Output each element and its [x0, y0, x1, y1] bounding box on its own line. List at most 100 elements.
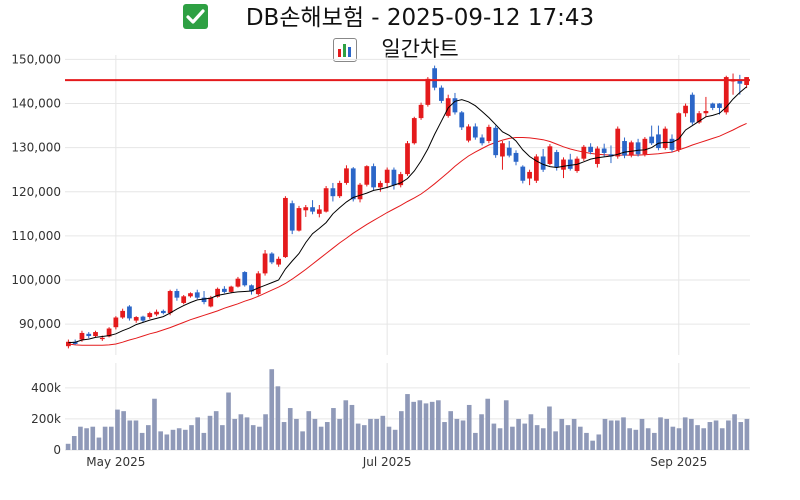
candle — [493, 125, 499, 158]
volume-bar — [232, 418, 238, 450]
volume-bar — [176, 428, 182, 450]
candle — [710, 102, 716, 111]
candle — [615, 126, 621, 159]
candle-body — [554, 152, 560, 168]
volume-bar — [331, 408, 336, 450]
candle-body — [567, 159, 573, 169]
candle-body — [350, 168, 356, 200]
candle-body — [513, 152, 519, 162]
candle-body — [595, 148, 600, 164]
volume-bar — [577, 426, 583, 450]
candle-body — [418, 104, 424, 119]
chart-title: DB손해보험 - 2025-09-12 17:43 — [246, 5, 594, 31]
volume-bar — [633, 429, 639, 450]
candle-body — [479, 137, 485, 144]
volume-bar — [608, 420, 614, 450]
title-check-icon — [183, 4, 208, 29]
chart-subtitle: 일간차트 — [381, 37, 458, 61]
volume-bar — [738, 422, 744, 450]
candle — [350, 167, 356, 202]
volume-bar — [368, 418, 373, 450]
volume-bar — [682, 417, 688, 450]
candle — [262, 250, 268, 276]
volume-bar — [676, 428, 682, 450]
candle-body — [255, 273, 261, 295]
price-tick-label: 100,000 — [11, 273, 61, 287]
candle — [411, 116, 417, 145]
volume-bar — [522, 423, 528, 450]
candle-body — [398, 174, 404, 186]
candle — [642, 137, 648, 157]
volume-tick-label: 0 — [53, 443, 61, 457]
candle-body — [133, 317, 139, 321]
volume-bar — [645, 428, 651, 450]
candle-body — [201, 297, 207, 303]
volume-bar — [719, 428, 725, 450]
candle-body — [99, 337, 105, 340]
volume-bar — [263, 414, 268, 450]
volume-bar — [621, 417, 626, 450]
candle — [676, 112, 682, 153]
volume-bar — [238, 414, 244, 450]
candle-body — [72, 341, 78, 344]
volume-bar — [528, 414, 534, 450]
candle — [689, 92, 695, 125]
volume-bar — [559, 418, 565, 450]
candle — [656, 125, 661, 151]
candle — [323, 186, 329, 213]
volume-bar — [287, 408, 293, 450]
volume-bar — [429, 401, 435, 450]
candle-body — [167, 291, 173, 314]
volume-bar — [294, 418, 299, 450]
candle-body — [432, 68, 438, 88]
price-grid — [65, 58, 750, 325]
price-tick-label: 150,000 — [11, 52, 61, 66]
candle-body — [676, 113, 682, 150]
candle-body — [615, 128, 621, 157]
candle-body — [452, 98, 458, 113]
candle-body — [411, 118, 417, 144]
x-tick-label: May 2025 — [86, 455, 145, 469]
candle — [486, 124, 492, 144]
volume-bar — [201, 432, 207, 450]
candle — [649, 125, 655, 145]
candle-body — [384, 169, 390, 183]
candle — [140, 315, 146, 323]
candle — [703, 96, 709, 117]
candle-body — [723, 77, 729, 113]
candle — [459, 111, 465, 130]
volume-bar — [152, 398, 157, 450]
candle-body — [289, 203, 295, 231]
candle — [479, 134, 485, 146]
price-tick-label: 90,000 — [19, 317, 61, 331]
candle — [506, 141, 512, 158]
candle-body — [120, 310, 126, 318]
candle — [601, 143, 607, 157]
volume-bar — [565, 425, 571, 450]
volume-bar — [491, 423, 497, 450]
candle — [357, 182, 363, 203]
x-grid — [115, 55, 680, 450]
candle-body — [79, 332, 85, 340]
volume-bars-layer — [65, 369, 750, 450]
candle-body — [310, 207, 315, 212]
candle — [255, 271, 261, 296]
volume-bar — [374, 418, 379, 450]
candle — [113, 316, 119, 330]
candle-body — [303, 207, 309, 211]
candle-body — [127, 306, 132, 319]
candle-body — [337, 182, 343, 197]
candle-body — [710, 103, 716, 108]
candle — [269, 252, 275, 265]
candle-body — [371, 166, 376, 188]
price-tick-label: 120,000 — [11, 185, 61, 199]
ma-short-line — [68, 86, 747, 344]
candle — [296, 205, 302, 232]
candle-body — [547, 146, 553, 164]
volume-bar — [115, 409, 120, 450]
candle-body — [439, 87, 444, 101]
volume-y-axis: 0 200k 400k — [31, 381, 61, 457]
candle — [608, 145, 614, 164]
candle — [303, 205, 309, 217]
